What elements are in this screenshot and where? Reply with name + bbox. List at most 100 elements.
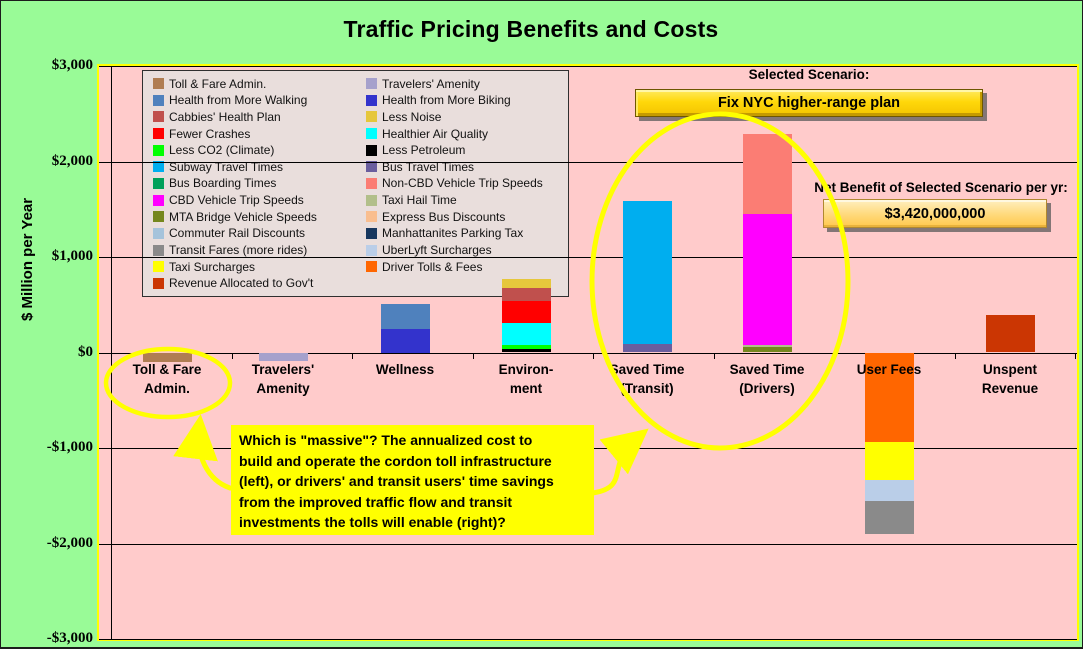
bar-segment [380,328,430,353]
scenario-select-button[interactable]: Fix NYC higher-range plan [635,89,983,117]
bar-segment [501,278,551,289]
legend-label: CBD Vehicle Trip Speeds [169,193,304,208]
bar-segment [501,322,551,345]
legend-item: Non-CBD Vehicle Trip Speeds [366,175,566,191]
x-axis-label: Saved Time (Drivers) [729,361,805,396]
legend-swatch [153,78,164,90]
gridline [99,352,1077,354]
legend-item: Driver Tolls & Fees [366,259,566,275]
legend-swatch [153,211,164,223]
legend-swatch [153,111,164,123]
legend-swatch [366,244,377,256]
legend-swatch [153,244,164,256]
x-axis-label: Unspent Revenue [981,361,1039,396]
x-axis-label: Environ- ment [498,361,554,396]
y-axis-tick [105,448,111,449]
legend-item: Express Bus Discounts [366,209,566,225]
x-axis-label: Wellness [375,361,435,377]
legend-label: Subway Travel Times [169,159,284,174]
selected-scenario-label: Selected Scenario: [748,67,870,82]
gridline [99,161,1077,163]
bar-segment [864,442,914,480]
x-axis-label: Toll & Fare Admin. [132,361,202,396]
legend-swatch [153,194,164,206]
x-axis-label: User Fees [856,361,922,377]
plot-area: Toll & Fare Admin. Travelers' Amenity Heal… [97,64,1079,641]
y-axis-tick [105,639,111,640]
legend-swatch [153,277,164,289]
legend-label: Express Bus Discounts [382,209,506,224]
legend-swatch [366,177,377,189]
callout-box: Which is "massive"? The annualized cost … [231,425,594,535]
legend-label: UberLyft Surcharges [382,243,492,258]
y-axis-tick [105,257,111,258]
legend-swatch [366,111,377,123]
bar-segment [380,303,430,329]
bar-segment [742,214,792,346]
legend-swatch [153,227,164,239]
y-axis-label: $3,000 [51,57,93,73]
chart-title: Traffic Pricing Benefits and Costs [343,16,719,42]
bar-segment [622,201,672,344]
y-axis-label: $1,000 [51,248,93,264]
legend-item: Revenue Allocated to Gov't [153,275,366,291]
legend-label: Fewer Crashes [169,126,251,141]
legend-swatch [153,144,164,156]
x-axis-label: Saved Time (Transit) [609,361,685,396]
legend-item: MTA Bridge Vehicle Speeds [153,209,366,225]
gridline [99,66,1077,67]
legend-swatch [366,144,377,156]
legend-swatch [153,94,164,106]
legend-label: Cabbies' Health Plan [169,109,281,124]
legend-label: Manhattanites Parking Tax [382,226,524,241]
legend-label: Less Petroleum [382,143,466,158]
bar-segment [985,315,1035,353]
legend-item: Manhattanites Parking Tax [366,225,566,241]
legend-item: Transit Fares (more rides) [153,242,366,258]
legend-item: Health from More Biking [366,92,566,108]
bar-segment [742,133,792,215]
legend-label: Bus Travel Times [382,159,475,174]
legend-swatch [366,94,377,106]
legend-item: Commuter Rail Discounts [153,225,366,241]
x-axis-tick [472,352,474,359]
legend-label: Non-CBD Vehicle Trip Speeds [382,176,543,191]
y-axis-label: $0 [78,343,93,360]
bar-segment [742,347,792,353]
legend-item: Cabbies' Health Plan [153,109,366,125]
x-axis-tick [1075,352,1076,359]
bar-segment [742,345,792,348]
x-axis-tick [593,352,594,359]
bar-segment [501,344,551,350]
legend-item: Fewer Crashes [153,126,366,142]
legend-label: Less Noise [382,109,442,124]
gridline [99,543,1077,545]
legend-swatch [153,261,164,273]
legend-label: Travelers' Amenity [382,76,480,91]
legend-label: Health from More Biking [382,93,511,108]
legend-label: Healthier Air Quality [382,126,489,141]
legend-item: Less Noise [366,109,566,125]
y-axis-label: -$2,000 [46,534,93,551]
legend-item: Less Petroleum [366,142,566,158]
legend-swatch [366,78,377,90]
legend-item: Travelers' Amenity [366,76,566,92]
legend-label: Taxi Surcharges [169,259,256,274]
legend-item: Subway Travel Times [153,159,366,175]
legend-swatch [366,128,377,140]
legend-swatch [366,261,377,273]
legend-item: Taxi Surcharges [153,259,366,275]
legend-item: Less CO2 (Climate) [153,142,366,158]
legend-item: Bus Travel Times [366,159,566,175]
legend-swatch [366,227,377,239]
net-benefit-label: Net Benefit of Selected Scenario per yr: [814,180,1068,195]
legend-label: Toll & Fare Admin. [169,76,267,91]
legend-label: Transit Fares (more rides) [169,243,308,258]
bar-segment [864,352,914,443]
legend-label: Less CO2 (Climate) [169,143,275,158]
bar-segment [501,300,551,323]
legend-swatch [153,128,164,140]
legend-label: Revenue Allocated to Gov't [169,276,314,291]
legend-item: Health from More Walking [153,92,366,108]
